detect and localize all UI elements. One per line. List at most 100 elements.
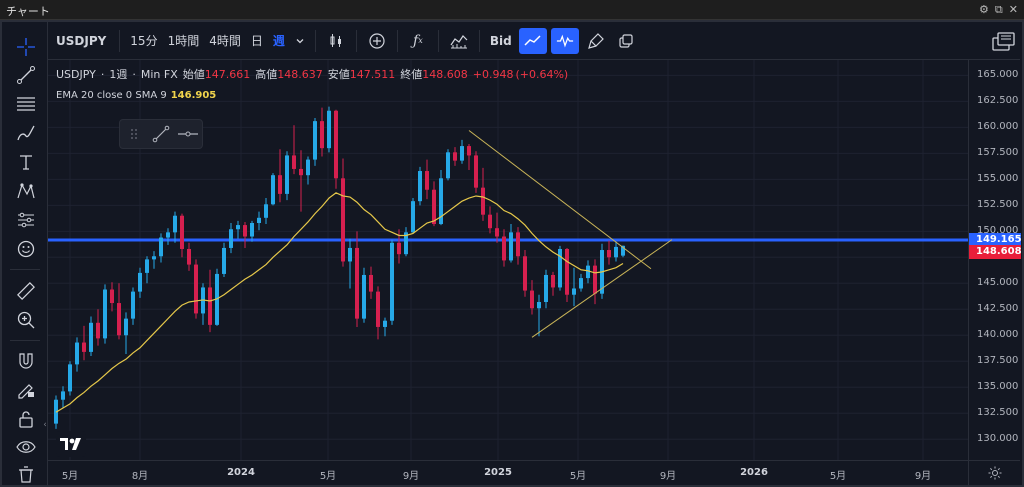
lock-drawing-icon[interactable] <box>15 379 37 401</box>
price-axis-label: 145.000 <box>977 277 1019 289</box>
candle-body <box>516 232 520 257</box>
duplicate-window-icon[interactable] <box>611 28 641 54</box>
templates-icon[interactable] <box>444 28 474 54</box>
candle-body <box>572 288 576 295</box>
candle-body <box>488 214 492 229</box>
time-axis-label: 9月 <box>402 471 420 482</box>
candle-body <box>411 201 415 233</box>
trash-icon[interactable] <box>15 463 37 485</box>
fib-lines-icon[interactable] <box>15 93 37 115</box>
brush-icon[interactable] <box>581 28 611 54</box>
trendline-drawing <box>468 130 652 270</box>
crosshair-icon[interactable] <box>15 36 37 58</box>
time-axis[interactable]: 5月 8月 2024 5月 9月 2025 5月 9月 2026 5月 9月 <box>48 460 968 485</box>
candle-body <box>467 146 471 156</box>
candle-body <box>565 248 569 295</box>
trendline-tool-icon[interactable] <box>15 64 37 86</box>
unlock-icon[interactable] <box>15 408 37 430</box>
measure-settings-icon[interactable] <box>15 209 37 231</box>
layout-icon[interactable] <box>990 30 1016 54</box>
candle-body <box>341 178 345 262</box>
horizontal-line-icon[interactable] <box>175 120 202 148</box>
pattern-tool-icon[interactable] <box>15 180 37 202</box>
line-chart-icon[interactable] <box>518 27 547 54</box>
time-axis-label: 5月 <box>319 471 337 482</box>
time-axis-year-label: 2024 <box>227 467 255 478</box>
zoom-in-icon[interactable] <box>15 309 37 331</box>
candle-body <box>110 289 114 304</box>
candle-body <box>327 110 331 149</box>
window-title: チャート <box>6 5 50 18</box>
eye-icon[interactable] <box>15 436 37 458</box>
price-axis-label: 142.500 <box>977 303 1019 315</box>
candle-body <box>68 364 72 392</box>
price-axis-label: 157.500 <box>977 147 1019 159</box>
symbol-selector[interactable]: USDJPY <box>56 33 107 48</box>
candle-body <box>320 121 324 149</box>
spread-chart-icon[interactable] <box>550 27 579 54</box>
candle-body <box>222 247 226 274</box>
ruler-icon[interactable] <box>15 280 37 302</box>
candle-body <box>376 291 380 327</box>
candle-body <box>586 265 590 279</box>
legend-high-value: 148.637 <box>277 68 323 81</box>
legend-close-label: 終値 <box>400 68 423 81</box>
candle-body <box>250 223 254 237</box>
compare-plus-icon[interactable] <box>362 28 392 54</box>
candle-body <box>404 232 408 255</box>
candle-body <box>208 287 212 325</box>
candle-body <box>530 290 534 309</box>
popout-icon[interactable]: ⧉ <box>994 3 1003 16</box>
legend-dot: · <box>132 68 136 81</box>
text-tool-icon[interactable] <box>15 151 37 173</box>
tradingview-logo[interactable] <box>56 431 86 457</box>
interval-week[interactable]: 週 <box>272 34 285 48</box>
candle-body <box>614 246 618 258</box>
trendline-icon[interactable] <box>147 120 174 148</box>
candle-body <box>418 171 422 202</box>
candles-icon[interactable] <box>321 28 351 54</box>
candle-body <box>124 318 128 336</box>
candle-body <box>544 274 548 302</box>
ema-value: 146.905 <box>170 90 217 101</box>
magnet-icon[interactable] <box>15 350 37 372</box>
price-source-bid[interactable]: Bid <box>489 33 512 48</box>
ema-label: EMA 20 close 0 SMA 9 <box>56 90 167 101</box>
price-chart[interactable] <box>48 60 968 460</box>
interval-dropdown-icon[interactable] <box>290 28 310 54</box>
drag-handle-icon[interactable] <box>120 120 147 148</box>
emoji-tool-icon[interactable] <box>15 238 37 260</box>
candle-body <box>117 303 121 336</box>
price-axis-label: 130.000 <box>977 433 1019 445</box>
candle-body <box>593 265 597 294</box>
ema-indicator-legend[interactable]: EMA 20 close 0 SMA 9 146.905 <box>56 90 568 101</box>
settings-icon[interactable]: ⚙ <box>979 3 989 16</box>
interval-day[interactable]: 日 <box>250 34 263 48</box>
interval-1h[interactable]: 1時間 <box>167 34 200 48</box>
toolbar-divider <box>119 29 121 52</box>
chart-pane[interactable] <box>48 60 968 460</box>
candle-body <box>159 237 163 257</box>
candle-body <box>292 155 296 169</box>
legend-symbol[interactable]: USDJPY <box>56 68 96 81</box>
brush-tool-icon[interactable] <box>15 122 37 144</box>
close-icon[interactable]: ✕ <box>1008 3 1018 16</box>
price-axis[interactable]: 165.000 162.500 160.000 157.500 155.000 152.5… <box>968 60 1022 460</box>
candle-body <box>243 225 247 237</box>
candle-body <box>383 320 387 327</box>
axis-settings-icon[interactable] <box>968 460 1020 485</box>
candle-body <box>621 245 625 256</box>
candle-body <box>271 175 275 205</box>
candle-body <box>446 152 450 179</box>
interval-15m[interactable]: 15分 <box>130 34 158 48</box>
price-axis-label: 150.000 <box>977 225 1019 237</box>
interval-4h[interactable]: 4時間 <box>209 34 241 48</box>
collapse-toolbar-icon[interactable]: ‹ <box>43 420 47 430</box>
legend-source: Min FX <box>140 68 178 81</box>
price-axis-label: 165.000 <box>977 69 1019 81</box>
legend-low-value: 147.511 <box>349 68 396 81</box>
time-axis-label: 5月 <box>61 471 79 482</box>
drawing-toolbar <box>2 22 48 485</box>
